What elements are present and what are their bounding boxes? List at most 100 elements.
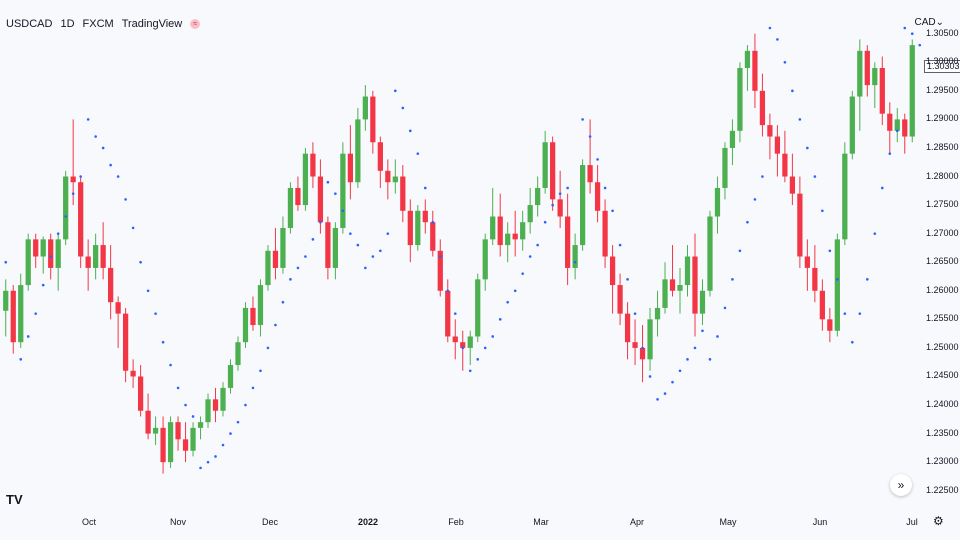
sar-dot	[888, 152, 892, 155]
sar-dot	[423, 186, 427, 190]
candle-down	[272, 250, 279, 268]
symbol-header[interactable]: USDCAD 1D FXCM TradingView ≈	[6, 18, 201, 30]
candle-up	[849, 96, 855, 154]
candle-up	[220, 387, 226, 411]
sar-dot	[229, 432, 232, 435]
interval: 1D	[60, 18, 75, 30]
market-status-icon: ≈	[190, 19, 201, 29]
sar-dot	[806, 146, 809, 150]
sar-dot	[551, 203, 554, 207]
candle-up	[490, 216, 496, 240]
candle-up	[542, 142, 548, 188]
candle-down	[887, 113, 893, 131]
candle-down	[879, 67, 885, 114]
price-tick-label: 1.30500	[926, 27, 959, 38]
sar-dot	[858, 312, 862, 315]
sar-dot	[364, 266, 367, 270]
sar-dot	[536, 243, 539, 247]
price-tick-label: 1.28500	[926, 141, 959, 152]
candle-down	[130, 370, 136, 377]
sar-dot	[783, 60, 787, 64]
candle-down	[70, 176, 76, 183]
sar-dot	[431, 220, 435, 224]
sar-dot	[761, 175, 764, 178]
sar-dot	[498, 318, 502, 321]
price-tick-label: 1.23000	[926, 456, 959, 467]
sar-dot	[356, 243, 360, 247]
candle-up	[40, 239, 46, 257]
sar-dot	[94, 135, 97, 138]
price-tick-label: 1.23500	[926, 427, 959, 438]
candle-down	[145, 410, 151, 434]
sar-dot	[184, 403, 187, 407]
sar-dot	[371, 255, 375, 258]
price-tick-label: 1.26000	[926, 284, 959, 295]
sar-dot	[753, 198, 757, 201]
sar-dot	[573, 260, 577, 264]
candle-up	[55, 239, 61, 268]
candle-up	[654, 307, 661, 320]
candle-up	[227, 365, 234, 388]
currency-selector[interactable]: CAD⌄	[914, 17, 944, 28]
candle-up	[527, 205, 533, 223]
candle-up	[392, 176, 398, 183]
sar-dot	[214, 455, 217, 458]
gear-icon[interactable]: ⚙	[933, 514, 944, 528]
price-tick-label: 1.30000	[926, 56, 959, 67]
sar-dot	[146, 289, 150, 293]
sar-dot	[139, 260, 142, 264]
sar-dot	[101, 146, 105, 150]
candle-up	[572, 245, 578, 268]
sar-dot	[394, 89, 397, 93]
sar-dot	[880, 186, 884, 190]
sar-dot	[483, 346, 487, 350]
sar-dot	[678, 369, 682, 373]
candle-up	[909, 45, 915, 137]
candle-down	[122, 313, 129, 371]
candle-up	[857, 50, 863, 97]
sar-dot	[776, 38, 779, 41]
candle-down	[370, 96, 376, 143]
sar-dot	[109, 163, 112, 167]
sar-dot	[618, 243, 622, 247]
sar-dot	[768, 26, 772, 30]
double-chevron-right-icon[interactable]: »	[890, 474, 912, 496]
candle-down	[819, 290, 825, 320]
sar-dot	[334, 192, 337, 195]
candle-up	[152, 427, 159, 434]
sar-dot	[543, 220, 547, 224]
candle-up	[744, 50, 751, 68]
candle-down	[624, 313, 631, 343]
sar-dot	[124, 198, 127, 201]
candle-up	[415, 210, 421, 246]
candle-down	[78, 182, 84, 257]
candle-down	[460, 342, 466, 348]
candle-down	[692, 256, 698, 314]
sar-dot	[836, 278, 839, 281]
candle-down	[827, 319, 833, 331]
sar-dot	[191, 415, 195, 418]
sar-dot	[116, 175, 120, 178]
sar-dot	[910, 32, 914, 36]
candle-down	[33, 239, 39, 257]
candle-down	[565, 216, 571, 268]
price-tick-label: 1.27000	[926, 227, 959, 238]
candle-up	[355, 119, 361, 183]
sar-dot	[236, 420, 240, 424]
sar-dot	[453, 312, 457, 315]
currency-label: CAD	[914, 17, 936, 28]
price-tick-label: 1.25000	[926, 341, 959, 352]
candle-down	[767, 125, 773, 137]
chevron-down-icon: ⌄	[935, 17, 944, 28]
candle-down	[100, 245, 106, 268]
candle-up	[265, 250, 271, 286]
candle-down	[250, 307, 256, 326]
sar-dot	[289, 278, 292, 281]
candle-up	[684, 256, 691, 286]
candle-down	[452, 336, 458, 343]
candle-down	[512, 233, 518, 240]
sar-dot	[259, 369, 262, 373]
tradingview-logo-icon[interactable]: TV	[6, 492, 23, 507]
candle-down	[557, 199, 563, 217]
